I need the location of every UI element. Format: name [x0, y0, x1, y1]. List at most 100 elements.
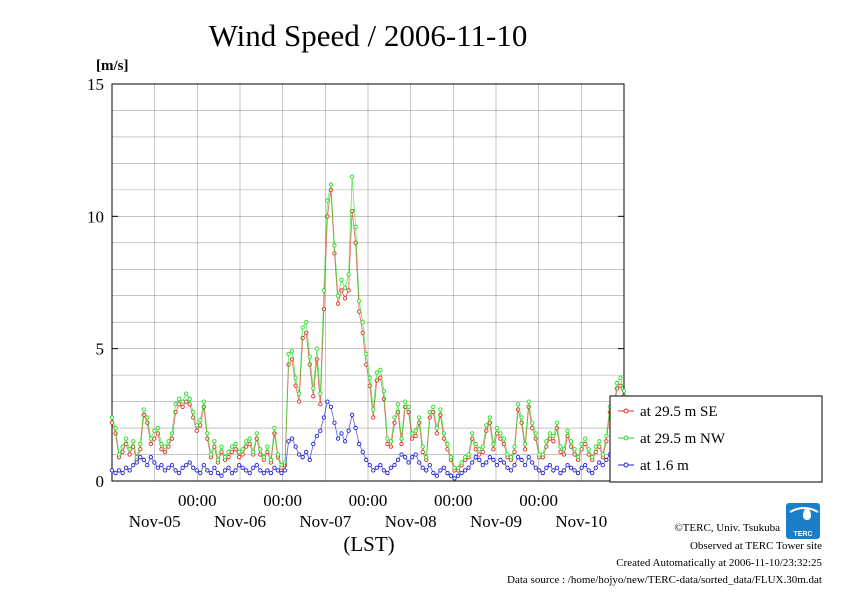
data-point	[268, 470, 274, 476]
data-point	[395, 457, 401, 462]
data-point	[392, 462, 397, 468]
data-point	[501, 460, 507, 465]
data-point	[409, 431, 415, 436]
data-point	[339, 288, 344, 293]
data-point	[565, 428, 570, 433]
data-point	[392, 415, 397, 420]
data-point	[127, 468, 132, 473]
legend-swatch-marker	[623, 435, 629, 441]
data-point	[558, 449, 563, 455]
data-point	[289, 436, 295, 441]
data-point	[568, 465, 574, 470]
data-point	[427, 462, 432, 468]
data-point	[138, 455, 143, 460]
data-point	[191, 465, 196, 470]
data-point	[515, 455, 521, 460]
data-point	[417, 460, 422, 465]
x-tick-label: 00:00	[349, 491, 388, 510]
data-point	[572, 452, 577, 457]
data-point	[583, 436, 588, 441]
data-point	[187, 460, 192, 465]
data-point	[198, 417, 203, 423]
y-tick-label: 15	[87, 75, 104, 94]
data-point	[505, 465, 510, 470]
y-tick-label: 10	[87, 207, 104, 226]
data-point	[399, 441, 404, 447]
data-point	[459, 470, 464, 476]
data-point	[374, 465, 379, 470]
data-point	[194, 423, 199, 428]
data-point	[134, 455, 139, 460]
data-point	[314, 433, 319, 439]
data-point	[448, 455, 454, 460]
data-point	[462, 468, 468, 473]
data-point	[367, 375, 372, 380]
data-point	[247, 470, 252, 476]
data-point	[148, 436, 153, 441]
data-point	[226, 455, 231, 460]
legend-label: at 29.5 m SE	[640, 404, 718, 420]
data-point	[346, 288, 351, 293]
logo-wave-icon	[789, 507, 819, 513]
logo-text: TERC	[793, 531, 812, 538]
data-point	[145, 415, 150, 420]
data-point	[572, 447, 577, 452]
data-point	[219, 473, 224, 478]
data-point	[191, 410, 196, 415]
data-point	[551, 433, 556, 439]
data-point	[148, 441, 153, 447]
data-point	[212, 465, 217, 470]
data-point	[462, 455, 468, 460]
data-point	[244, 439, 249, 444]
data-point	[498, 457, 503, 462]
data-point	[201, 399, 206, 404]
data-point	[452, 476, 457, 481]
data-point	[325, 214, 330, 219]
data-point	[558, 444, 563, 449]
data-point	[349, 174, 355, 179]
data-point	[547, 462, 552, 468]
data-point	[318, 428, 323, 433]
data-point	[455, 465, 461, 470]
data-point	[381, 468, 387, 473]
data-point	[487, 415, 492, 420]
data-point	[480, 449, 485, 455]
data-point	[399, 436, 404, 441]
data-point	[109, 415, 115, 420]
data-point	[169, 462, 175, 468]
data-point	[282, 468, 288, 473]
data-point	[395, 402, 401, 407]
data-point	[162, 449, 168, 455]
data-point	[480, 444, 485, 449]
data-point	[434, 425, 440, 431]
data-point	[470, 431, 475, 436]
data-point	[388, 439, 394, 444]
data-point	[551, 468, 556, 473]
data-point	[477, 447, 482, 452]
data-point	[561, 447, 567, 452]
data-point	[148, 455, 153, 460]
data-point	[544, 465, 549, 470]
logo-drop-icon	[803, 507, 811, 520]
data-point	[484, 423, 489, 428]
y-tick-label: 0	[96, 472, 105, 491]
data-point	[551, 439, 556, 444]
data-point	[540, 470, 545, 476]
data-point	[229, 444, 235, 449]
x-date-label: Nov-10	[555, 512, 607, 531]
data-point	[357, 298, 362, 304]
data-point	[537, 452, 542, 457]
data-point	[413, 433, 418, 439]
data-point	[138, 441, 143, 447]
data-point	[445, 470, 450, 476]
grid	[112, 84, 624, 481]
data-point	[378, 367, 383, 372]
data-point	[116, 468, 122, 473]
data-point	[413, 428, 418, 433]
data-point	[424, 468, 429, 473]
data-point	[420, 465, 425, 470]
data-point	[180, 404, 185, 410]
data-point	[286, 439, 291, 444]
data-point	[300, 335, 305, 341]
data-point	[357, 441, 362, 447]
